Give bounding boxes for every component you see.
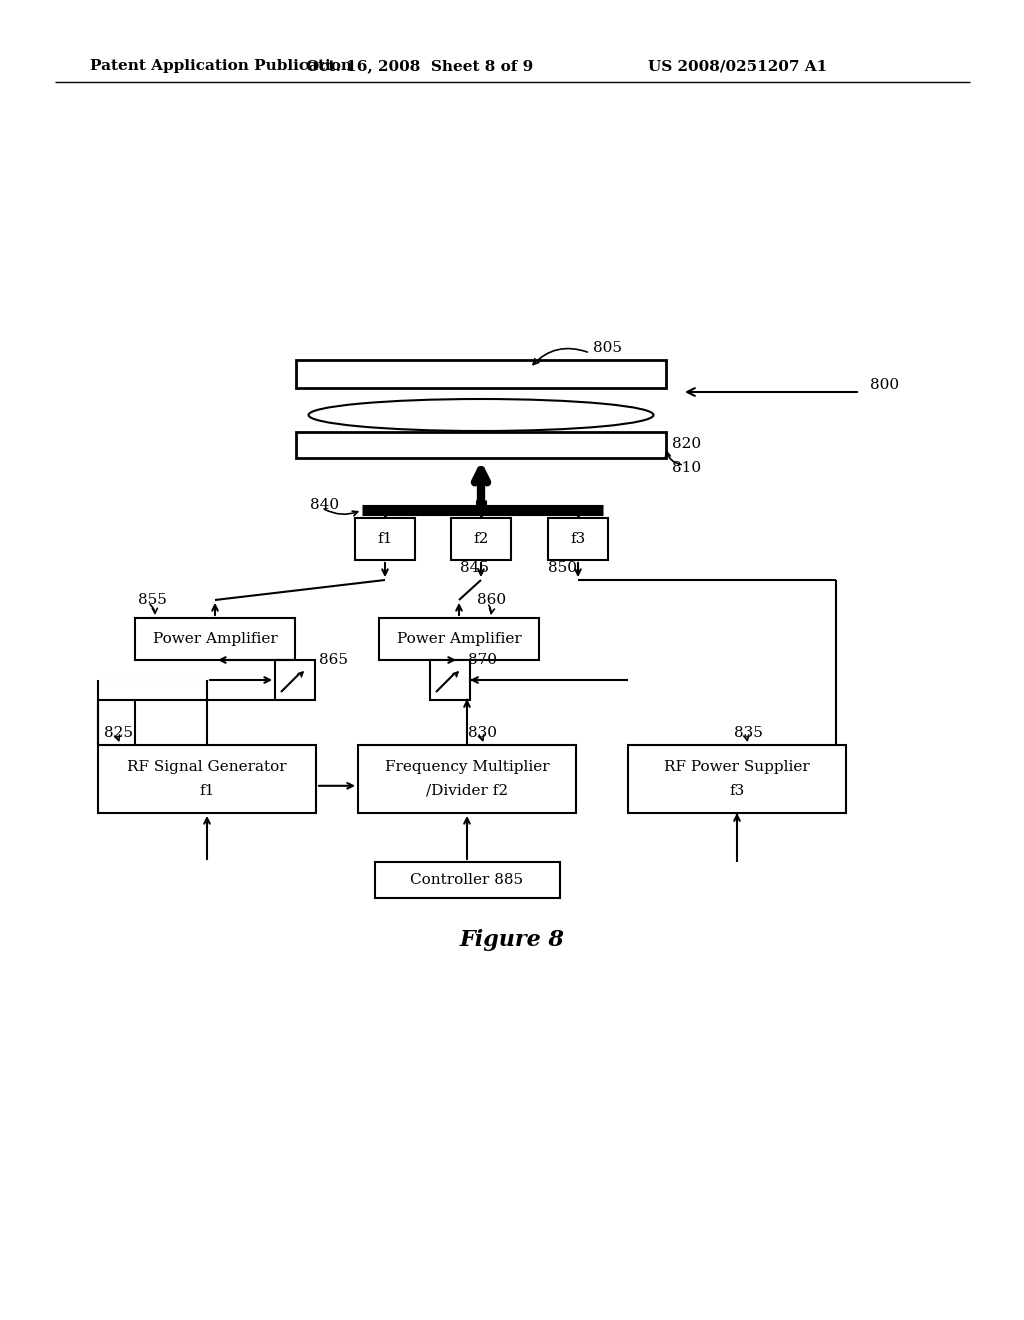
Text: 870: 870 [468,653,497,667]
Bar [296,432,666,458]
Text: 830: 830 [468,726,497,741]
Bar [548,517,608,560]
Text: 855: 855 [138,593,167,607]
Text: Power Amplifier: Power Amplifier [153,632,278,645]
Text: 850: 850 [548,561,577,576]
Text: f1: f1 [377,532,392,546]
Bar [135,618,295,660]
Ellipse shape [308,399,653,432]
Text: f2: f2 [473,532,488,546]
Text: Figure 8: Figure 8 [460,929,564,950]
Text: 845: 845 [460,561,489,576]
Bar [628,744,846,813]
Text: 860: 860 [477,593,506,607]
Text: Oct. 16, 2008  Sheet 8 of 9: Oct. 16, 2008 Sheet 8 of 9 [306,59,534,73]
Text: f3: f3 [570,532,586,546]
Text: 805: 805 [593,341,622,355]
Text: f3: f3 [729,784,744,799]
Text: 800: 800 [870,378,899,392]
Text: 820: 820 [672,437,701,451]
Text: Power Amplifier: Power Amplifier [396,632,521,645]
Text: 865: 865 [319,653,348,667]
Text: Controller 885: Controller 885 [411,873,523,887]
Bar [98,744,316,813]
Bar [375,862,559,898]
Text: 810: 810 [672,461,701,475]
Text: 835: 835 [734,726,763,741]
Text: 825: 825 [104,726,133,741]
Bar [379,618,539,660]
Bar [296,360,666,388]
Bar [430,660,470,700]
Text: Patent Application Publication: Patent Application Publication [90,59,352,73]
Text: US 2008/0251207 A1: US 2008/0251207 A1 [648,59,827,73]
Bar [451,517,511,560]
Bar [358,744,575,813]
Bar [275,660,315,700]
Text: /Divider f2: /Divider f2 [426,784,508,799]
Text: RF Power Supplier: RF Power Supplier [665,760,810,774]
Text: 840: 840 [310,498,339,512]
Bar [355,517,415,560]
Text: Frequency Multiplier: Frequency Multiplier [385,760,549,774]
Text: f1: f1 [200,784,215,799]
Text: RF Signal Generator: RF Signal Generator [127,760,287,774]
